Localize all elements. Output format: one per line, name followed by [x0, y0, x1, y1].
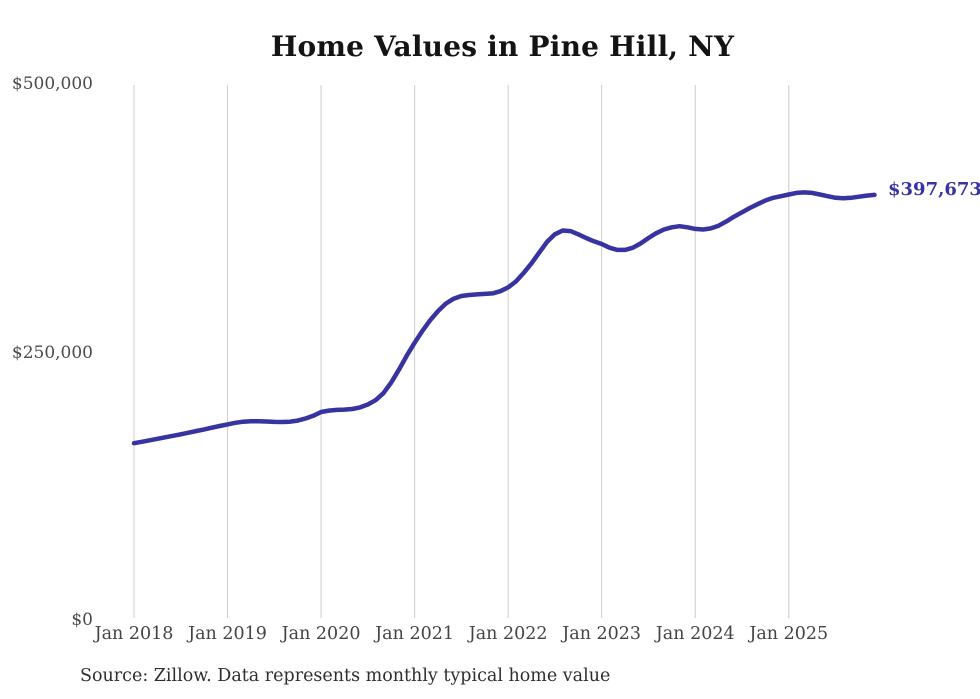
x-tick-label: Jan 2018	[94, 624, 174, 644]
x-tick-label: Jan 2021	[375, 624, 454, 644]
chart-title: Home Values in Pine Hill, NY	[270, 30, 735, 63]
x-tick-label: Jan 2020	[281, 624, 361, 644]
y-tick-250k: $250,000	[11, 343, 93, 363]
source-note: Source: Zillow. Data represents monthly …	[80, 666, 611, 686]
y-tick-500k: $500,000	[11, 74, 93, 94]
x-tick-label: Jan 2019	[188, 624, 267, 644]
x-tick-label: Jan 2025	[749, 624, 829, 644]
home-value-line	[131, 190, 877, 446]
x-tick-label: Jan 2023	[562, 624, 642, 644]
y-tick-0: $0	[71, 610, 93, 630]
x-tick-label: Jan 2024	[655, 624, 735, 644]
x-tick-label: Jan 2022	[468, 624, 548, 644]
latest-value-label: $397,673	[888, 179, 980, 200]
